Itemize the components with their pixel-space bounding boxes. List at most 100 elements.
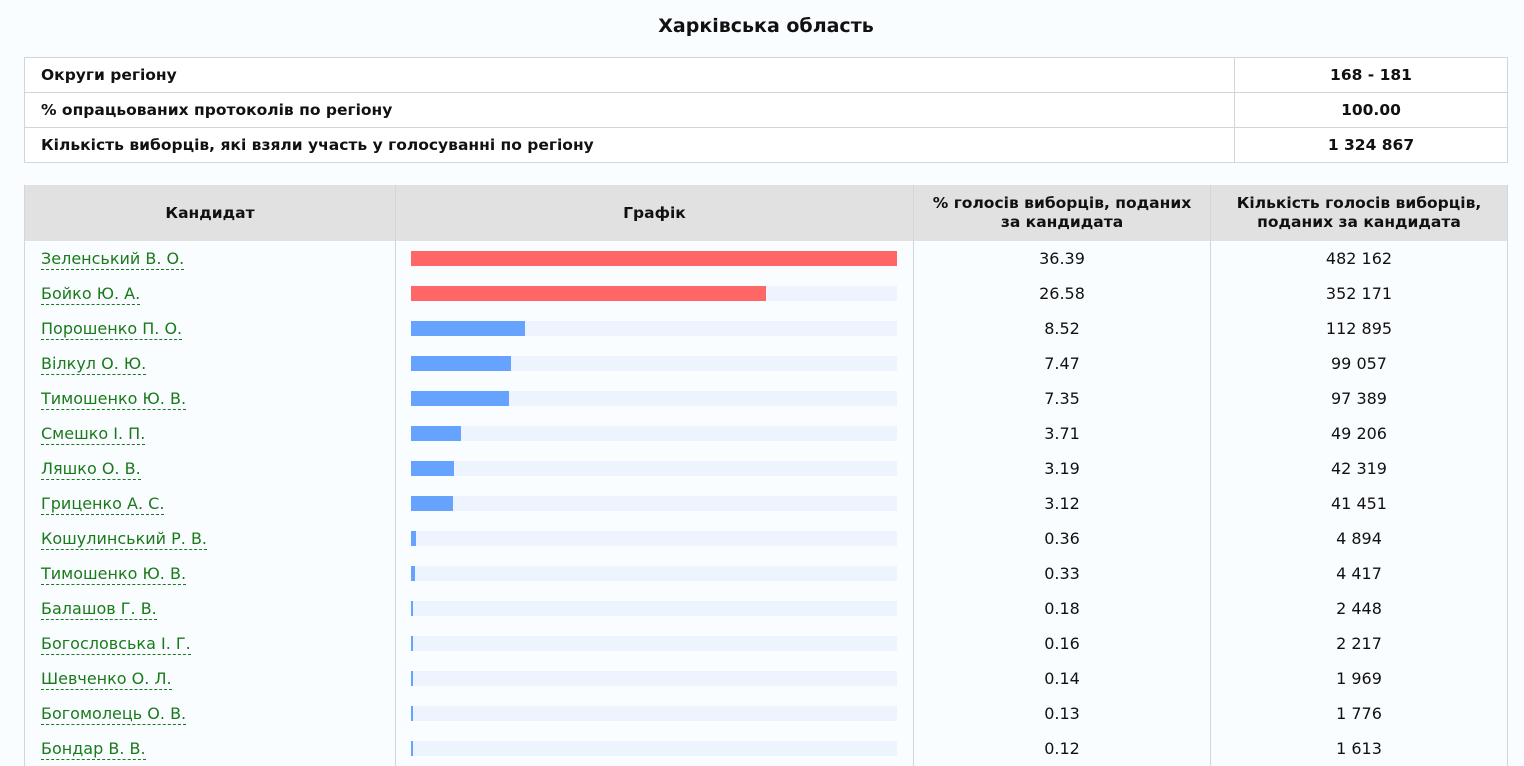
- chart-cell: [395, 661, 914, 696]
- header-candidate: Кандидат: [24, 185, 396, 241]
- candidate-link[interactable]: Ляшко О. В.: [41, 459, 141, 480]
- votes-cell: 97 389: [1210, 381, 1508, 416]
- candidate-link[interactable]: Бойко Ю. А.: [41, 284, 141, 305]
- candidate-link[interactable]: Богословська І. Г.: [41, 634, 191, 655]
- candidate-link[interactable]: Смешко І. П.: [41, 424, 146, 445]
- table-row: Богословська І. Г. 0.16 2 217: [24, 626, 1508, 661]
- summary-value: 1 324 867: [1234, 127, 1508, 163]
- votes-cell: 112 895: [1210, 311, 1508, 346]
- votes-cell: 4 417: [1210, 556, 1508, 591]
- vote-bar: [411, 426, 461, 441]
- candidate-link[interactable]: Тимошенко Ю. В.: [41, 564, 187, 585]
- percent-cell: 36.39: [913, 241, 1211, 276]
- header-percent: % голосів виборців, поданих за кандидата: [913, 185, 1211, 241]
- percent-cell: 3.12: [913, 486, 1211, 521]
- candidate-link[interactable]: Тимошенко Ю. В.: [41, 389, 187, 410]
- candidate-link[interactable]: Вілкул О. Ю.: [41, 354, 147, 375]
- candidate-link[interactable]: Кошулинський Р. В.: [41, 529, 207, 550]
- votes-cell: 352 171: [1210, 276, 1508, 311]
- table-header-row: Кандидат Графік % голосів виборців, пода…: [24, 185, 1508, 241]
- bar-track: [411, 706, 897, 721]
- bar-track: [411, 356, 897, 371]
- bar-track: [411, 601, 897, 616]
- candidate-link[interactable]: Порошенко П. О.: [41, 319, 183, 340]
- vote-bar: [411, 741, 413, 756]
- candidate-cell: Бондар В. В.: [24, 731, 396, 766]
- candidate-cell: Шевченко О. Л.: [24, 661, 396, 696]
- percent-cell: 7.35: [913, 381, 1211, 416]
- summary-label: Кількість виборців, які взяли участь у г…: [24, 127, 1235, 163]
- candidate-cell: Ляшко О. В.: [24, 451, 396, 486]
- bar-track: [411, 426, 897, 441]
- votes-cell: 1 776: [1210, 696, 1508, 731]
- results-body: Зеленський В. О. 36.39 482 162 Бойко Ю. А. 2…: [24, 241, 1508, 766]
- candidate-cell: Богословська І. Г.: [24, 626, 396, 661]
- summary-value: 100.00: [1234, 92, 1508, 128]
- summary-row-protocols: % опрацьованих протоколів по регіону 100…: [24, 92, 1508, 128]
- candidate-cell: Вілкул О. Ю.: [24, 346, 396, 381]
- bar-track: [411, 671, 897, 686]
- vote-bar: [411, 531, 416, 546]
- table-row: Шевченко О. Л. 0.14 1 969: [24, 661, 1508, 696]
- percent-cell: 8.52: [913, 311, 1211, 346]
- candidate-link[interactable]: Бондар В. В.: [41, 739, 146, 760]
- table-row: Кошулинський Р. В. 0.36 4 894: [24, 521, 1508, 556]
- summary-label: Округи регіону: [24, 57, 1235, 93]
- candidate-link[interactable]: Балашов Г. В.: [41, 599, 157, 620]
- bar-track: [411, 321, 897, 336]
- chart-cell: [395, 311, 914, 346]
- percent-cell: 0.33: [913, 556, 1211, 591]
- chart-cell: [395, 591, 914, 626]
- vote-bar: [411, 286, 766, 301]
- vote-bar: [411, 321, 525, 336]
- candidate-cell: Богомолець О. В.: [24, 696, 396, 731]
- percent-cell: 0.36: [913, 521, 1211, 556]
- percent-cell: 0.13: [913, 696, 1211, 731]
- bar-track: [411, 636, 897, 651]
- candidate-cell: Гриценко А. С.: [24, 486, 396, 521]
- votes-cell: 1 613: [1210, 731, 1508, 766]
- table-row: Порошенко П. О. 8.52 112 895: [24, 311, 1508, 346]
- chart-cell: [395, 276, 914, 311]
- region-summary-table: Округи регіону 168 - 181 % опрацьованих …: [24, 57, 1508, 163]
- vote-bar: [411, 496, 453, 511]
- table-row: Тимошенко Ю. В. 7.35 97 389: [24, 381, 1508, 416]
- chart-cell: [395, 731, 914, 766]
- candidate-cell: Смешко І. П.: [24, 416, 396, 451]
- vote-bar: [411, 251, 897, 266]
- candidate-cell: Порошенко П. О.: [24, 311, 396, 346]
- summary-row-turnout: Кількість виборців, які взяли участь у г…: [24, 127, 1508, 163]
- percent-cell: 0.12: [913, 731, 1211, 766]
- candidate-link[interactable]: Зеленський В. О.: [41, 249, 185, 270]
- vote-bar: [411, 566, 415, 581]
- percent-cell: 0.18: [913, 591, 1211, 626]
- votes-cell: 482 162: [1210, 241, 1508, 276]
- summary-row-districts: Округи регіону 168 - 181: [24, 57, 1508, 93]
- chart-cell: [395, 521, 914, 556]
- summary-label: % опрацьованих протоколів по регіону: [24, 92, 1235, 128]
- percent-cell: 0.16: [913, 626, 1211, 661]
- header-votes: Кількість голосів виборців, поданих за к…: [1210, 185, 1508, 241]
- votes-cell: 42 319: [1210, 451, 1508, 486]
- candidate-cell: Тимошенко Ю. В.: [24, 556, 396, 591]
- table-row: Тимошенко Ю. В. 0.33 4 417: [24, 556, 1508, 591]
- percent-cell: 3.71: [913, 416, 1211, 451]
- chart-cell: [395, 241, 914, 276]
- candidate-link[interactable]: Шевченко О. Л.: [41, 669, 172, 690]
- table-row: Вілкул О. Ю. 7.47 99 057: [24, 346, 1508, 381]
- percent-cell: 0.14: [913, 661, 1211, 696]
- candidate-link[interactable]: Гриценко А. С.: [41, 494, 165, 515]
- table-row: Ляшко О. В. 3.19 42 319: [24, 451, 1508, 486]
- header-chart: Графік: [395, 185, 914, 241]
- candidate-cell: Бойко Ю. А.: [24, 276, 396, 311]
- bar-track: [411, 461, 897, 476]
- page-title: Харківська область: [658, 15, 874, 37]
- chart-cell: [395, 416, 914, 451]
- candidate-link[interactable]: Богомолець О. В.: [41, 704, 187, 725]
- votes-cell: 1 969: [1210, 661, 1508, 696]
- candidate-results-table: Кандидат Графік % голосів виборців, пода…: [24, 185, 1508, 766]
- vote-bar: [411, 356, 511, 371]
- chart-cell: [395, 626, 914, 661]
- bar-track: [411, 741, 897, 756]
- table-row: Богомолець О. В. 0.13 1 776: [24, 696, 1508, 731]
